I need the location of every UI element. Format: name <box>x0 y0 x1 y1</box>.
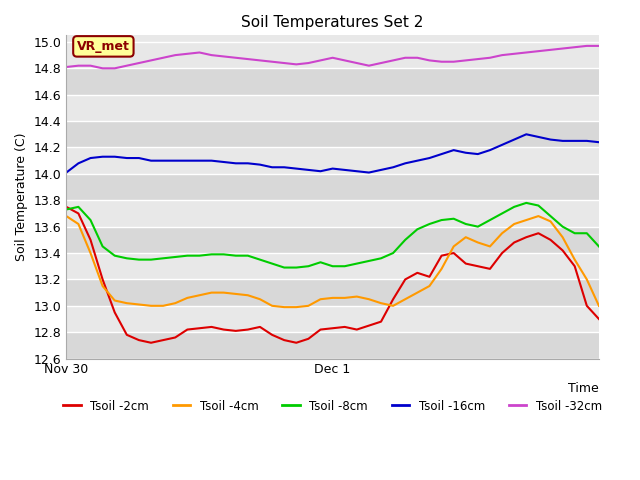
Bar <box>67 174 599 200</box>
Y-axis label: Soil Temperature (C): Soil Temperature (C) <box>15 132 28 261</box>
Legend: Tsoil -2cm, Tsoil -4cm, Tsoil -8cm, Tsoil -16cm, Tsoil -32cm: Tsoil -2cm, Tsoil -4cm, Tsoil -8cm, Tsoi… <box>58 395 607 417</box>
Bar <box>67 332 599 359</box>
Title: Soil Temperatures Set 2: Soil Temperatures Set 2 <box>241 15 424 30</box>
Bar <box>67 227 599 253</box>
Bar <box>67 95 599 121</box>
Bar <box>67 306 599 332</box>
Bar <box>67 200 599 227</box>
Bar <box>67 279 599 306</box>
X-axis label: Time: Time <box>568 382 599 395</box>
Bar <box>67 121 599 147</box>
Bar <box>67 42 599 68</box>
Bar <box>67 147 599 174</box>
Bar <box>67 253 599 279</box>
Text: VR_met: VR_met <box>77 40 130 53</box>
Bar <box>67 68 599 95</box>
